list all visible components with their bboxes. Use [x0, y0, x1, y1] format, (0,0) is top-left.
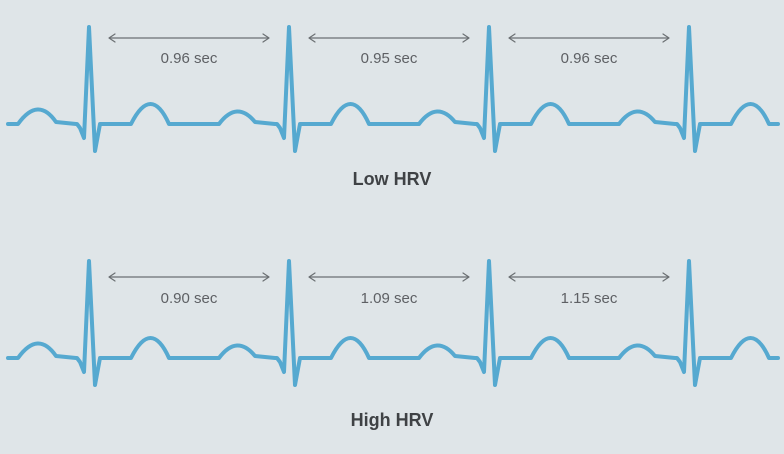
low-hrv-panel: 0.96 sec 0.95 sec 0.96 sec Low HRV — [6, 25, 780, 189]
low-hrv-ecg-trace — [6, 25, 780, 153]
interval-label: 0.96 sec — [561, 50, 618, 67]
arrowhead-left-icon — [508, 33, 516, 43]
high-hrv-interval-arrows — [108, 272, 670, 282]
arrowhead-right-icon — [662, 33, 670, 43]
arrowhead-right-icon — [662, 272, 670, 282]
arrowhead-left-icon — [108, 272, 116, 282]
low-hrv-interval-arrows — [108, 33, 670, 43]
arrowhead-left-icon — [308, 272, 316, 282]
interval-label: 0.95 sec — [361, 50, 418, 67]
arrowhead-right-icon — [262, 272, 270, 282]
arrowhead-left-icon — [108, 33, 116, 43]
arrowhead-left-icon — [508, 272, 516, 282]
arrowhead-right-icon — [462, 33, 470, 43]
panel-title-high-hrv: High HRV — [351, 410, 434, 430]
arrowhead-right-icon — [262, 33, 270, 43]
arrowhead-left-icon — [308, 33, 316, 43]
panel-title-low-hrv: Low HRV — [353, 169, 432, 189]
interval-label: 0.90 sec — [161, 290, 218, 307]
arrowhead-right-icon — [462, 272, 470, 282]
interval-label: 0.96 sec — [161, 50, 218, 67]
interval-label: 1.09 sec — [361, 290, 418, 307]
interval-label: 1.15 sec — [561, 290, 618, 307]
high-hrv-panel: 0.90 sec 1.09 sec 1.15 sec High HRV — [6, 259, 780, 430]
high-hrv-ecg-trace — [6, 259, 780, 387]
